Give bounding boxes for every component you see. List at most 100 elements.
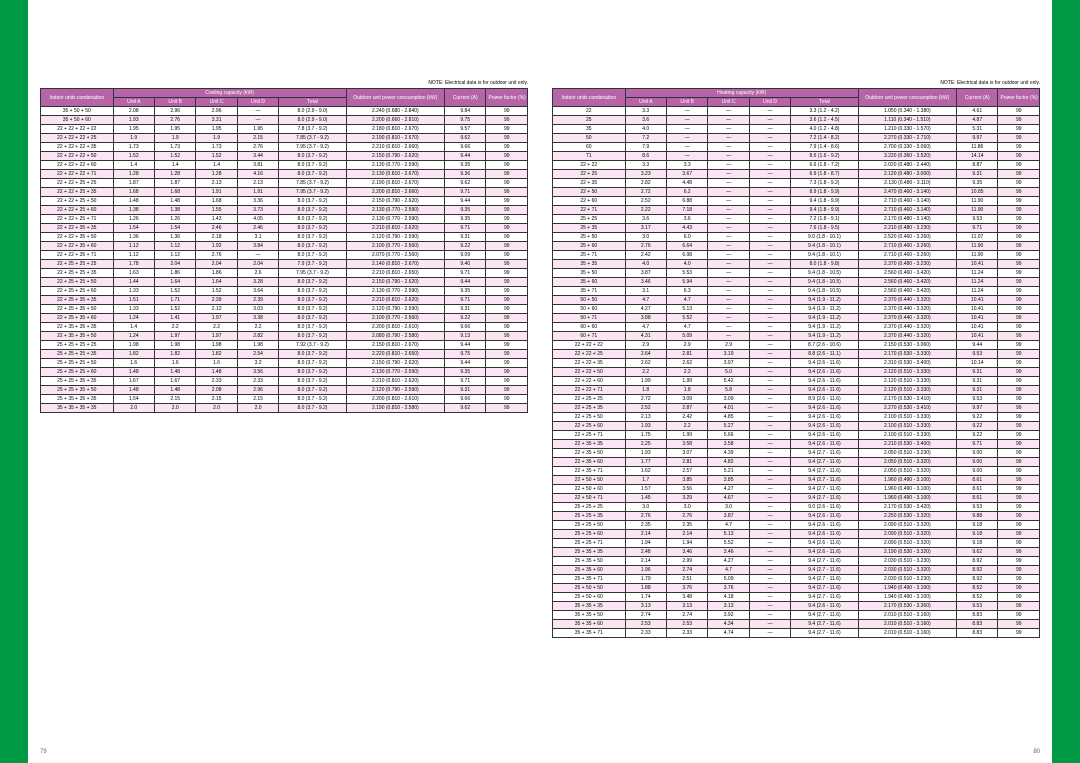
table-cell: 2.520 (0.460 - 3.260) <box>858 233 956 242</box>
table-cell: 2.130 (0.770 - 2.590) <box>346 161 444 170</box>
table-row: 22 + 22 + 22 + 601.41.41.43.818.0 (3.7 -… <box>41 161 528 170</box>
table-cell: 99 <box>998 350 1040 359</box>
table-cell: 22 + 22 + 22 + 35 <box>41 143 114 152</box>
table-cell: 1.64 <box>196 278 237 287</box>
table-row: 22 + 35 + 35 + 501.241.971.972.828.0 (3.… <box>41 332 528 341</box>
table-cell: 22 <box>553 107 626 116</box>
table-cell: 2.100 (0.770 - 2.560) <box>346 314 444 323</box>
table-cell: 1.52 <box>154 305 195 314</box>
table-cell: 8.0 (3.7 - 9.2) <box>279 242 346 251</box>
table-cell: 99 <box>998 395 1040 404</box>
table-cell: 4.61 <box>957 107 998 116</box>
table-cell: 3.44 <box>237 152 278 161</box>
table-cell: 6.2 <box>666 188 707 197</box>
heating-table: Indoor units combination Heating capacit… <box>552 88 1040 638</box>
table-cell: 2.080 (0.790 - 2.580) <box>346 332 444 341</box>
table-cell: 99 <box>998 359 1040 368</box>
table-cell: 2.18 <box>196 233 237 242</box>
table-cell: 2.22 <box>625 206 666 215</box>
table-cell: 8.52 <box>957 593 998 602</box>
table-cell: 9.97 <box>957 134 998 143</box>
table-cell: 5.09 <box>666 332 707 341</box>
table-row: 22 + 22 + 22 + 251.91.91.92.157.85 (3.7 … <box>41 134 528 143</box>
table-cell: 2.52 <box>625 197 666 206</box>
table-cell: 9.0 (2.6 - 11.6) <box>791 503 858 512</box>
table-cell: — <box>749 260 790 269</box>
table-cell: 8.6 <box>625 152 666 161</box>
table-cell: 99 <box>998 368 1040 377</box>
table-cell: 8.0 (3.7 - 9.2) <box>279 152 346 161</box>
table-cell: 9.71 <box>445 296 486 305</box>
table-cell: 6.0 <box>666 233 707 242</box>
table-cell: 2.010 (0.510 - 3.160) <box>858 620 956 629</box>
table-cell: 1.210 (0.330 - 1.570) <box>858 125 956 134</box>
table-cell: — <box>666 125 707 134</box>
table-cell: 9.44 <box>445 341 486 350</box>
table-cell: 4.7 <box>708 566 749 575</box>
table-cell: 2.270 (0.330 - 2.710) <box>858 134 956 143</box>
table-cell: 99 <box>998 134 1040 143</box>
table-row: 35 + 35 + 35 + 352.02.02.02.08.0 (3.7 - … <box>41 404 528 413</box>
table-cell: 9.35 <box>445 206 486 215</box>
table-row: 25 + 35 + 711.792.515.09—9.4 (2.7 - 11.6… <box>553 575 1040 584</box>
table-cell: 1.98 <box>113 341 154 350</box>
table-cell: 8.87 <box>957 161 998 170</box>
table-cell: 99 <box>998 233 1040 242</box>
table-cell: 1.9 <box>154 134 195 143</box>
table-row: 25 + 712.426.98——9.4 (1.8 - 10.1)2.710 (… <box>553 251 1040 260</box>
table-cell: 22 + 22 + 22 <box>553 341 626 350</box>
table-cell: 22 + 25 + 60 <box>553 422 626 431</box>
table-cell: 2.33 <box>625 629 666 638</box>
table-cell: 4.7 <box>625 323 666 332</box>
table-cell: 5.13 <box>666 305 707 314</box>
table-cell: — <box>749 188 790 197</box>
table-row: 253.6———3.6 (1.2 - 4.5)1.110 (0.340 - 1.… <box>553 116 1040 125</box>
table-cell: 99 <box>998 440 1040 449</box>
table-cell: 22 + 50 + 71 <box>553 494 626 503</box>
table-row: 22 + 25 + 25 + 251.782.042.042.047.9 (3.… <box>41 260 528 269</box>
table-cell: 9.18 <box>957 521 998 530</box>
table-cell: 99 <box>486 242 528 251</box>
table-cell: 2.81 <box>666 458 707 467</box>
table-cell: — <box>749 593 790 602</box>
table-cell: 5.66 <box>708 431 749 440</box>
table-cell: 2.150 (0.790 - 2.620) <box>346 359 444 368</box>
table-cell: — <box>749 629 790 638</box>
table-cell: 8.0 (3.7 - 9.2) <box>279 404 346 413</box>
table-row: 22 + 22 + 711.81.85.8—9.4 (2.6 - 11.6)2.… <box>553 386 1040 395</box>
table-cell: 2.39 <box>237 296 278 305</box>
table-cell: — <box>749 215 790 224</box>
table-cell: 25 + 25 + 25 <box>553 503 626 512</box>
table-cell: 22 + 25 <box>553 170 626 179</box>
table-row: 607.9———7.9 (1.4 - 8.6)2.700 (0.330 - 3.… <box>553 143 1040 152</box>
table-cell: 50 + 71 <box>553 314 626 323</box>
table-cell: 4.74 <box>708 629 749 638</box>
table-cell: 7.9 (1.4 - 8.6) <box>791 143 858 152</box>
table-cell: 5.31 <box>957 125 998 134</box>
table-cell: 2.04 <box>154 260 195 269</box>
table-cell: 9.35 <box>445 368 486 377</box>
table-cell: 7.8 (3.7 - 9.2) <box>279 125 346 134</box>
table-cell: 2.130 (0.810 - 2.670) <box>346 170 444 179</box>
table-row: 22 + 352.824.48——7.3 (1.8 - 9.2)2.130 (0… <box>553 179 1040 188</box>
table-cell: 7.2 (1.8 - 9.1) <box>791 215 858 224</box>
table-row: 22 + 25 + 711.751.995.66—9.4 (2.6 - 11.6… <box>553 431 1040 440</box>
table-cell: 4.18 <box>708 593 749 602</box>
table-cell: 9.62 <box>445 134 486 143</box>
table-cell: 3.31 <box>196 116 237 125</box>
table-cell: 10.41 <box>957 305 998 314</box>
table-cell: 1.24 <box>113 314 154 323</box>
table-cell: 99 <box>998 467 1040 476</box>
table-cell: 3.97 <box>708 359 749 368</box>
table-cell: 99 <box>998 557 1040 566</box>
table-cell: 2.150 (0.810 - 2.670) <box>346 341 444 350</box>
table-cell: 22 + 22 + 22 + 25 <box>41 134 114 143</box>
table-cell: 3.03 <box>237 305 278 314</box>
table-row: 50 + 604.275.13——9.4 (1.9 - 11.2)2.370 (… <box>553 305 1040 314</box>
table-cell: 8.0 (2.9 - 9.0) <box>279 116 346 125</box>
cooling-table-body: 35 + 50 + 502.082.962.96—8.0 (2.9 - 9.0)… <box>41 107 528 413</box>
table-cell: 2.010 (0.510 - 3.160) <box>858 611 956 620</box>
table-cell: 3.13 <box>666 602 707 611</box>
table-cell: 2.76 <box>625 242 666 251</box>
table-cell: 3.73 <box>237 206 278 215</box>
